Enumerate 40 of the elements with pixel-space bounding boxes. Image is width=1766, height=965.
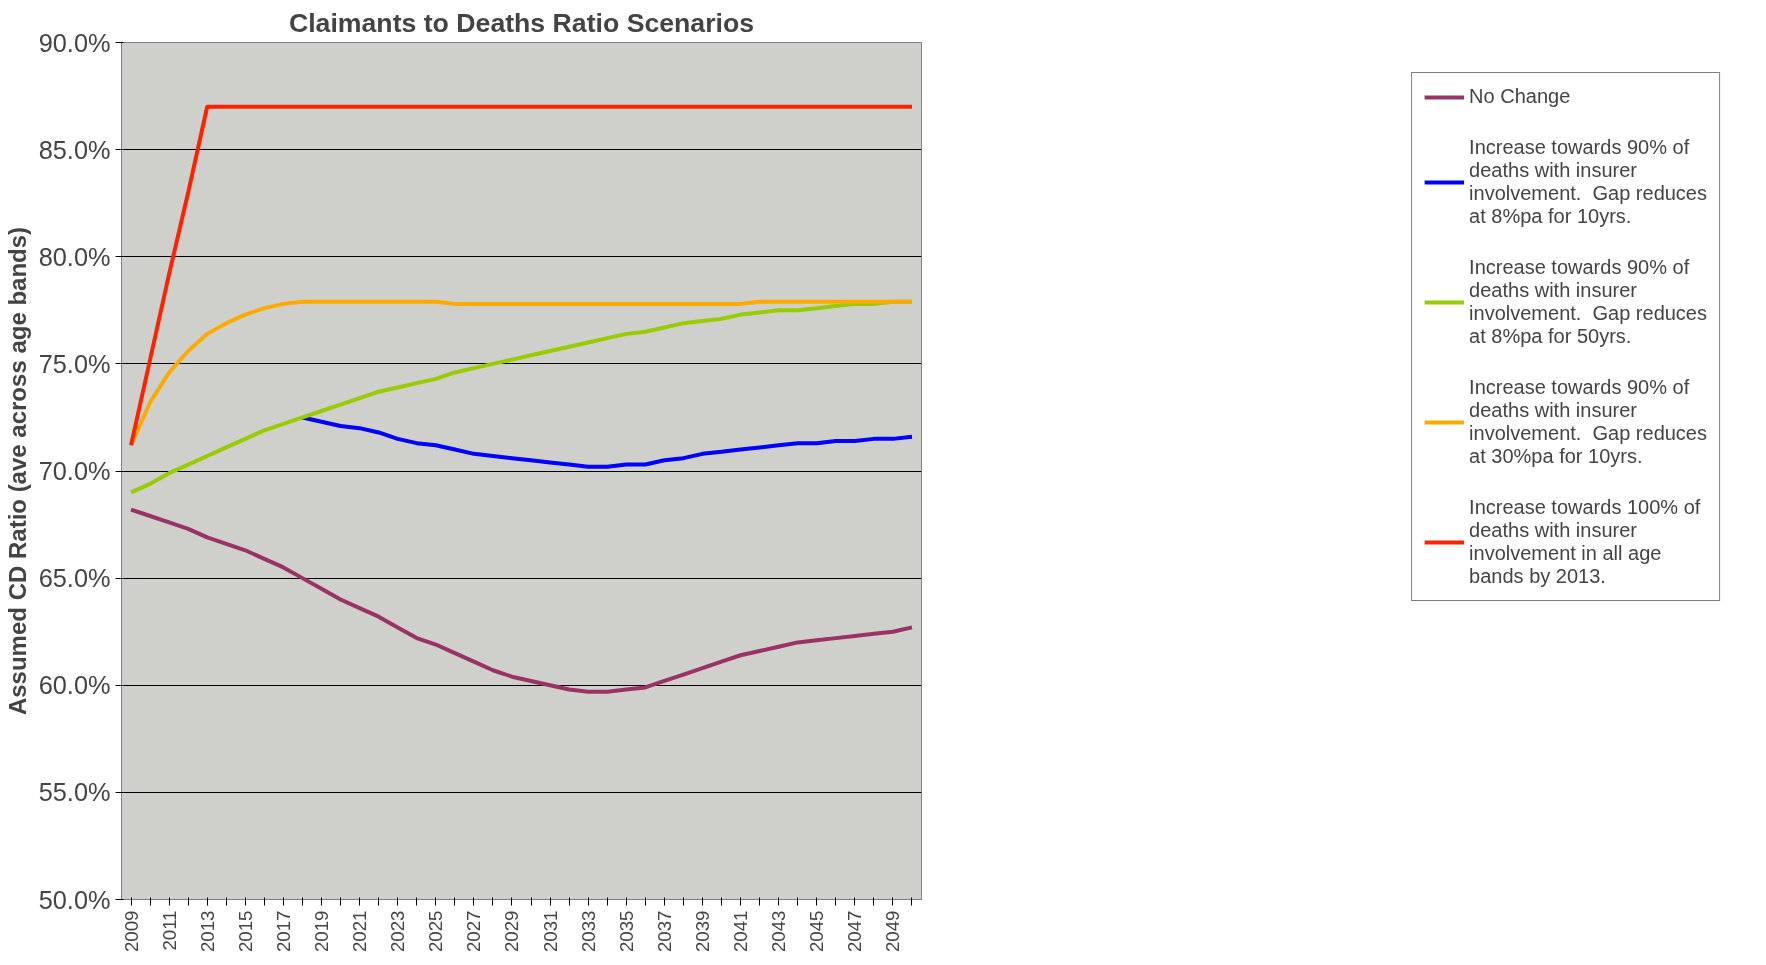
line-series (129, 104, 914, 448)
y-tick-label: 60.0% (38, 671, 111, 700)
legend-label: Increase towards 90% of deaths with insurer involvement. Gap reduces at 8%pa for 50yrs. (1469, 256, 1707, 348)
x-tick-label: 2039 (691, 910, 713, 952)
legend-label: Increase towards 100% of deaths with insurer involvement in all age bands by 2013. (1469, 496, 1701, 588)
x-tick-label: 2027 (463, 910, 485, 952)
x-tick-label: 2043 (768, 910, 790, 952)
x-tick-label: 2019 (311, 910, 332, 952)
y-axis-title: Assumed CD Ratio (ave across age bands) (3, 226, 31, 716)
x-tick-label: 2009 (120, 910, 142, 952)
x-tick-label: 2011 (158, 910, 180, 951)
legend-label: Increase towards 90% of deaths with insurer involvement. Gap reduces at 8%pa for 10yrs. (1469, 136, 1707, 228)
y-tick-label: 75.0% (38, 349, 111, 378)
x-tick-label: 2035 (615, 910, 637, 952)
chart-title: Claimants to Deaths Ratio Scenarios (288, 7, 755, 38)
x-tick-label: 2045 (806, 910, 828, 952)
x-tick-label: 2023 (387, 910, 409, 952)
y-tick-label: 65.0% (38, 564, 111, 593)
line-series (129, 507, 914, 694)
x-tick-label: 2031 (539, 910, 561, 952)
x-tick-label: 2015 (234, 910, 256, 952)
x-tick-label: 2025 (425, 910, 447, 952)
x-tick-label: 2017 (272, 910, 294, 952)
y-tick-label: 90.0% (38, 28, 111, 57)
x-tick-label: 2013 (196, 910, 218, 952)
legend-label: Increase towards 90% of deaths with insurer involvement. Gap reduces at 30%pa for 10yrs. (1469, 376, 1707, 468)
y-tick-label: 50.0% (38, 885, 111, 914)
line-series (300, 415, 914, 469)
x-tick-label: 2041 (730, 910, 752, 952)
x-tick-label: 2037 (653, 910, 675, 952)
x-tick-label: 2021 (349, 910, 371, 952)
x-tick-label: 2029 (501, 910, 523, 952)
y-tick-label: 85.0% (38, 135, 111, 164)
y-tick-label: 55.0% (38, 778, 111, 807)
legend-label: No Change (1469, 85, 1571, 108)
x-tick-label: 2049 (882, 910, 904, 952)
y-tick-label: 70.0% (38, 457, 111, 485)
y-tick-label: 80.0% (38, 242, 111, 271)
x-tick-label: 2033 (577, 910, 599, 952)
x-tick-label: 2047 (844, 910, 866, 952)
